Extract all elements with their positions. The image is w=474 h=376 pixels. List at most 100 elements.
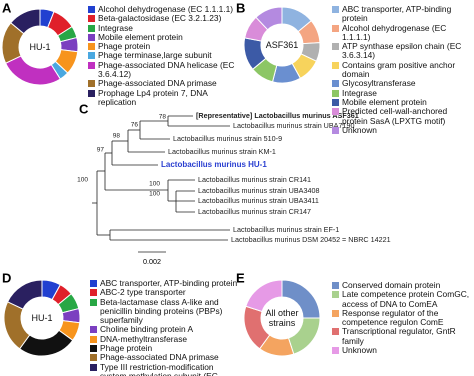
donut-segment [10,8,41,35]
legend-item: Phage terminase,large subunit [88,51,236,60]
legend-swatch [90,289,97,297]
legend-swatch [88,15,95,23]
legend-swatch [332,6,339,13]
legend-item: Predicted cell-wall-anchored protein Sas… [332,107,474,126]
leaf-label: Lactobacillus murinus strain UBA3411 [198,196,319,205]
legend-swatch [90,363,97,371]
legend-item: Phage-associated DNA primase [88,79,236,88]
donut-center-label: All other strains [265,308,299,328]
legend-item: Contains gram positive anchor domain [332,59,474,80]
panel-letter: B [236,0,245,15]
legend-label: Integrase [342,87,377,98]
leaf-label: Lactobacillus murinus strain UBA7190 [233,121,354,130]
legend-label: Transcriptional regulator, GntR family [342,326,456,346]
legend: ABC transporter, ATP-binding protein ABC-… [90,278,238,376]
legend-swatch [332,61,339,69]
legend-swatch [88,24,95,32]
legend-label: Predicted cell-wall-anchored protein Sas… [342,106,448,126]
legend-item: Conserved domain protein [332,280,474,290]
legend-label: Beta-galactosidase (EC 3.2.1.23) [98,13,222,24]
bootstrap-value: 97 [97,147,105,154]
legend: Alcohol dehydrogenase (EC 1.1.1.1) Beta-g… [88,4,236,108]
legend-item: Mobile element protein [88,32,236,42]
bootstrap-value: 78 [159,114,167,121]
legend-swatch [332,80,339,88]
leaf-label: Lactobacillus murinus strain EF-1 [233,225,339,234]
legend-label: Mobile element protein [342,96,427,107]
legend-swatch [88,6,95,13]
legend-swatch [88,43,95,51]
leaf-label: Lactobacillus murinus strain UBA3408 [198,186,319,195]
donut-center-label: HU-1 [31,313,53,323]
legend-swatch [90,345,97,353]
legend-item: Alcohol dehydrogenase (EC 1.1.1.1) [332,22,474,43]
legend-label: Unknown [342,124,377,135]
legend-swatch [90,326,97,334]
donut-center-label: HU-1 [29,42,51,52]
legend-label: Phage terminase,large subunit [98,50,212,61]
legend: Conserved domain protein Late competence … [332,280,474,355]
legend-swatch [332,89,339,97]
legend-label: ATP synthase epsilon chain (EC 3.6.3.14) [342,41,462,61]
legend-label: Late competence protein ComGC, access of… [342,289,470,309]
panel-letter: E [236,270,245,285]
bootstrap-value: 100 [149,191,160,198]
legend-item: Prophage Lp4 protein 7, DNA replication [88,87,236,108]
leaf-label: Lactobacillus murinus DSM 20452 = NBRC 1… [231,235,391,244]
leaf-label: Lactobacillus murinus strain 510-9 [173,134,282,143]
legend-label: Choline binding protein A [100,324,194,335]
legend-label: DNA-methyltransferase [100,333,188,344]
legend-label: Alcohol dehydrogenase (EC 1.1.1.1) [98,4,234,14]
legend-swatch [88,89,95,97]
legend-item: ATP synthase epsilon chain (EC 3.6.3.14) [332,42,474,61]
legend-item: Phage-associated DNA primase [90,353,238,362]
legend-item: Unknown [332,124,474,135]
legend-swatch [90,298,97,306]
legend-item: Integrase [332,87,474,98]
leaf-label: Lactobacillus murinus strain CR141 [198,175,311,184]
legend-item: Type III restriction-modification system… [90,362,238,376]
legend-item: Phage protein [88,41,236,52]
legend-item: Phage-associated DNA helicase (EC 3.6.4.… [88,59,236,80]
legend-label: Phage-associated DNA helicase (EC 3.6.4.… [98,59,235,80]
legend-label: ABC transporter, ATP-binding protein [342,4,452,24]
legend-label: Integrase [98,22,133,33]
legend-item: Beta-lactamase class A-like and penicill… [90,297,238,326]
legend-swatch [88,52,95,60]
legend-label: Contains gram positive anchor domain [342,59,456,80]
legend-swatch [332,282,339,289]
legend-label: Alcohol dehydrogenase (EC 1.1.1.1) [342,22,447,42]
legend-swatch [88,33,95,41]
leaf-label: [Representative] Lactobacillus murinus A… [196,111,359,120]
legend-label: ABC-2 type transporter [100,287,186,298]
donut-segment [255,6,283,31]
legend-item: Alcohol dehydrogenase (EC 1.1.1.1) [88,4,236,14]
legend-item: Integrase [88,22,236,33]
legend-swatch [88,80,95,88]
legend-swatch [332,108,339,116]
legend-item: Response regulator of the competence reg… [332,308,474,328]
legend-item: Unknown [332,345,474,355]
panel-letter: D [2,270,11,285]
legend-swatch [90,280,97,287]
legend-label: Prophage Lp4 protein 7, DNA replication [98,87,208,107]
bootstrap-value: 98 [113,133,121,140]
panel-letter: C [79,101,89,116]
leaf-label: Lactobacillus murinus HU-1 [161,160,267,169]
legend-item: Choline binding protein A [90,325,238,334]
scale-label: 0.002 [143,257,161,266]
legend-label: Phage protein [98,41,151,52]
panel-letter: A [2,0,12,15]
donut-center-label: ASF361 [265,40,299,50]
legend-swatch [332,347,339,355]
legend-swatch [90,335,97,343]
bootstrap-value: 100 [77,177,88,184]
legend-item: ABC-2 type transporter [90,287,238,298]
legend-swatch [88,61,95,69]
legend-swatch [332,309,339,317]
legend-item: ABC transporter, ATP-binding protein [90,278,238,288]
donut-segment [245,279,283,313]
leaf-label: Lactobacillus murinus strain CR147 [198,207,311,216]
